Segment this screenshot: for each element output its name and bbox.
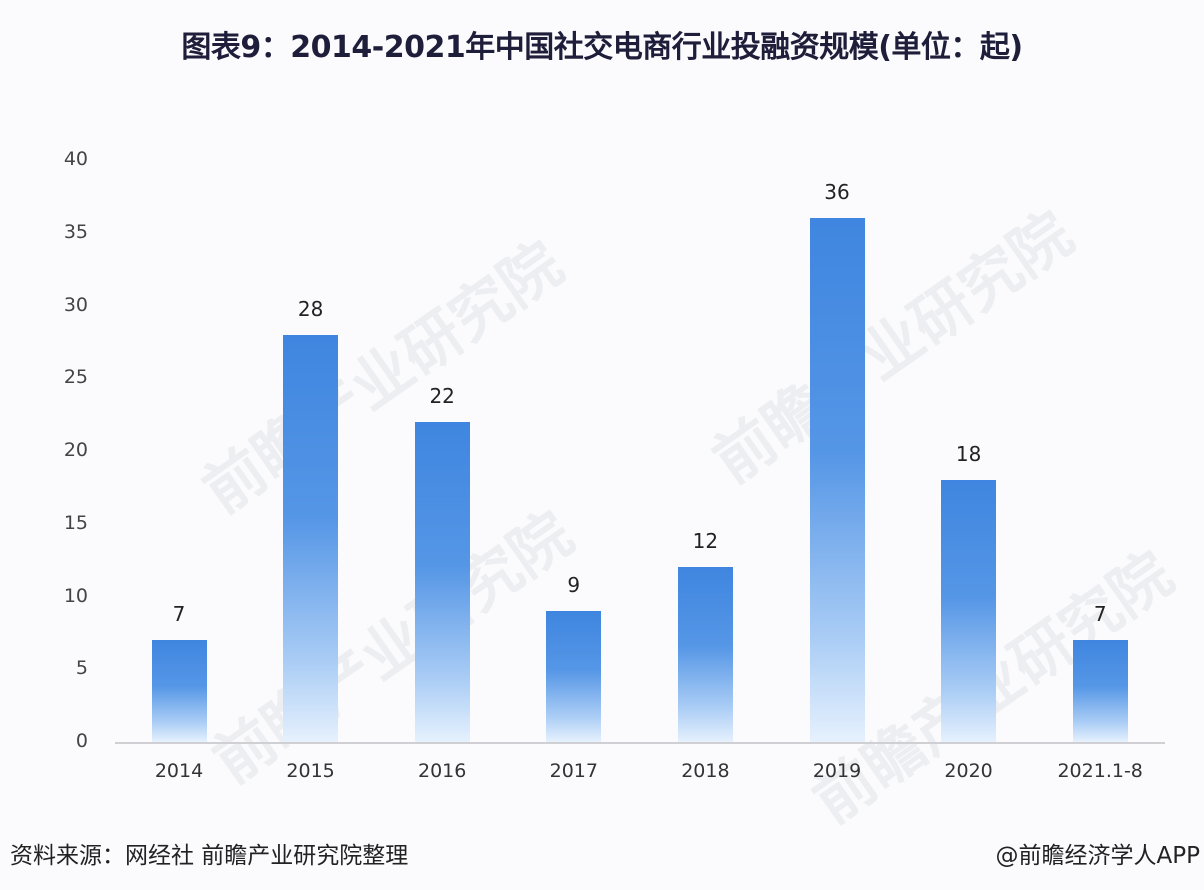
x-tick-label: 2021.1-8	[1057, 760, 1143, 782]
y-tick-label: 5	[75, 657, 88, 680]
watermark: 前瞻产业研究院	[201, 498, 586, 798]
value-label: 12	[692, 529, 719, 554]
value-label: 22	[429, 383, 455, 408]
value-label: 28	[297, 296, 324, 321]
y-tick-label: 30	[63, 293, 88, 316]
watermark: 前瞻产业研究院	[701, 198, 1086, 498]
x-tick-label: 2018	[681, 760, 730, 782]
chart-title: 图表9：2014-2021年中国社交电商行业投融资规模(单位：起)	[181, 30, 1023, 65]
bar-2017	[546, 611, 602, 742]
bar-2021.1-8	[1072, 640, 1128, 742]
y-tick-label: 35	[63, 220, 88, 243]
value-label: 7	[172, 602, 186, 627]
value-label: 36	[824, 180, 850, 205]
x-tick-label: 2020	[944, 760, 993, 782]
x-tick-label: 2014	[154, 760, 204, 782]
y-tick-label: 40	[63, 148, 88, 170]
value-label: 18	[955, 442, 982, 467]
y-tick-label: 25	[63, 366, 88, 389]
y-tick-label: 0	[75, 730, 88, 752]
y-tick-label: 10	[63, 584, 88, 607]
x-axis-line	[115, 742, 1165, 744]
x-tick-label: 2015	[286, 760, 335, 782]
bar-2019	[809, 218, 865, 742]
x-tick-label: 2019	[812, 760, 862, 782]
y-tick-label: 15	[63, 511, 88, 534]
x-tick-label: 2017	[549, 760, 598, 782]
bar-2014	[151, 640, 207, 742]
bar-2016	[414, 421, 470, 742]
value-label: 9	[567, 573, 581, 598]
bar-2018	[677, 567, 733, 742]
value-label: 7	[1093, 602, 1107, 627]
credit-note: @前瞻经济学人APP	[995, 843, 1200, 869]
bar-2020	[941, 480, 997, 742]
source-note: 资料来源：网经社 前瞻产业研究院整理	[10, 843, 409, 869]
watermark: 前瞻产业研究院	[191, 228, 576, 528]
y-tick-label: 20	[63, 439, 88, 461]
x-tick-label: 2016	[418, 760, 467, 782]
bar-2015	[283, 334, 339, 742]
